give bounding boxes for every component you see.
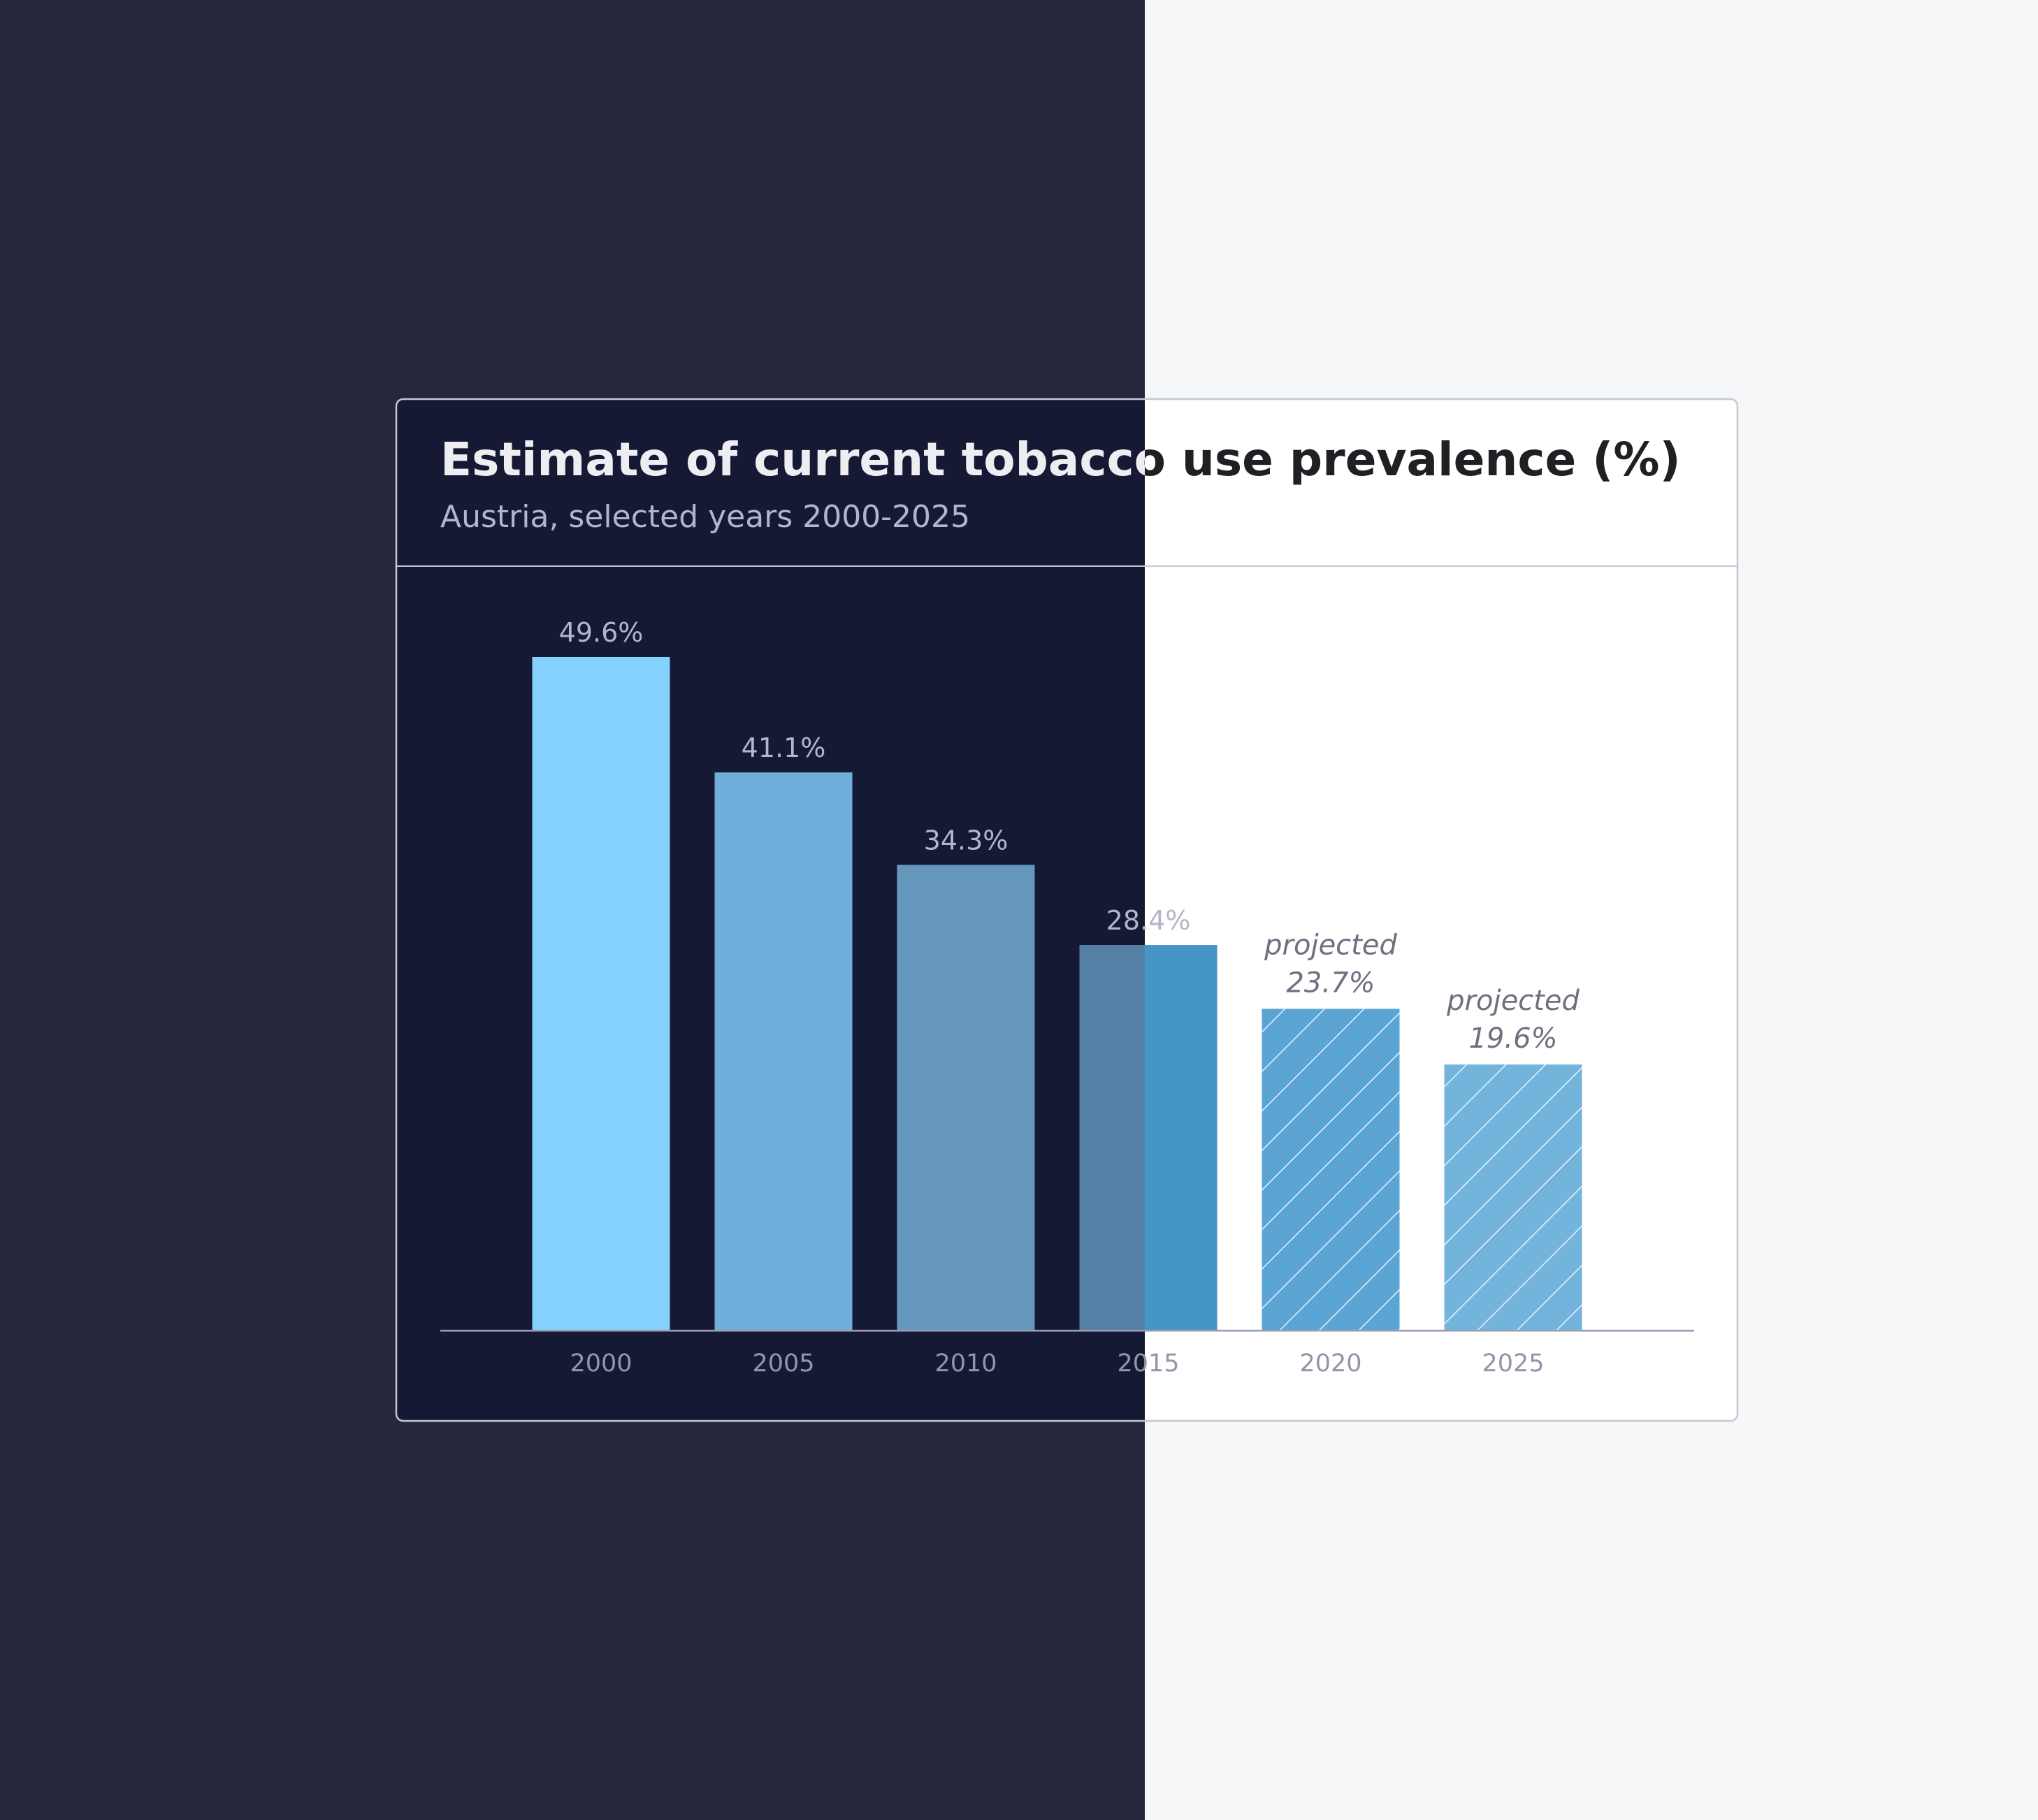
chart-title-text: Estimate of current tobacco use prevalen… xyxy=(440,433,1681,486)
bars-layer xyxy=(532,657,1582,1331)
value-label-2020: 23.7% xyxy=(1286,967,1375,999)
bar-2020 xyxy=(1262,1009,1400,1331)
bar-2005-fill xyxy=(714,772,853,1331)
x-tick-label-2020: 2020 xyxy=(1299,1350,1361,1378)
bar-2005 xyxy=(714,772,853,1331)
x-tick-label-2000: 2000 xyxy=(570,1350,632,1378)
chart-title: Estimate of current tobacco use prevalen… xyxy=(440,433,1681,486)
bar-2020-hatch xyxy=(1262,1009,1400,1331)
x-tick-label-2025: 2025 xyxy=(1482,1350,1544,1378)
bar-2025-hatch xyxy=(1444,1064,1582,1331)
chart-title-text: Estimate of current tobacco use prevalen… xyxy=(440,433,1681,486)
bar-2000-fill xyxy=(532,657,670,1331)
value-label-2010: 34.3% xyxy=(924,825,1009,855)
bar-2010-fill xyxy=(897,865,1035,1331)
value-label-2025: 19.6% xyxy=(1468,1023,1557,1055)
bar-2015-fill xyxy=(1079,945,1145,1331)
bar-2015-fill-light xyxy=(1145,945,1217,1331)
bar-2015 xyxy=(1079,945,1217,1331)
chart-subtitle: Austria, selected years 2000-2025 xyxy=(440,499,970,535)
value-label-2000: 49.6% xyxy=(559,617,644,648)
x-tick-label-2010: 2010 xyxy=(934,1350,997,1378)
bar-2025 xyxy=(1444,1064,1582,1331)
projected-label-2025: projected xyxy=(1446,985,1580,1017)
value-labels-layer: 49.6% 41.1% 34.3% 28.4% projected 23.7% projec… xyxy=(559,617,1580,1055)
x-tick-label-2015: 2015 xyxy=(1117,1350,1179,1378)
x-axis-ticks: 2000 2005 2010 2015 2020 2025 xyxy=(570,1350,1544,1378)
value-label-2005: 41.1% xyxy=(742,732,826,763)
value-label-2015: 28.4% xyxy=(1106,905,1191,936)
projected-label-2020: projected xyxy=(1264,929,1397,961)
bar-2010 xyxy=(897,865,1035,1331)
x-tick-label-2005: 2005 xyxy=(752,1350,814,1378)
card-border xyxy=(395,398,1739,1422)
bar-2000 xyxy=(532,657,670,1331)
